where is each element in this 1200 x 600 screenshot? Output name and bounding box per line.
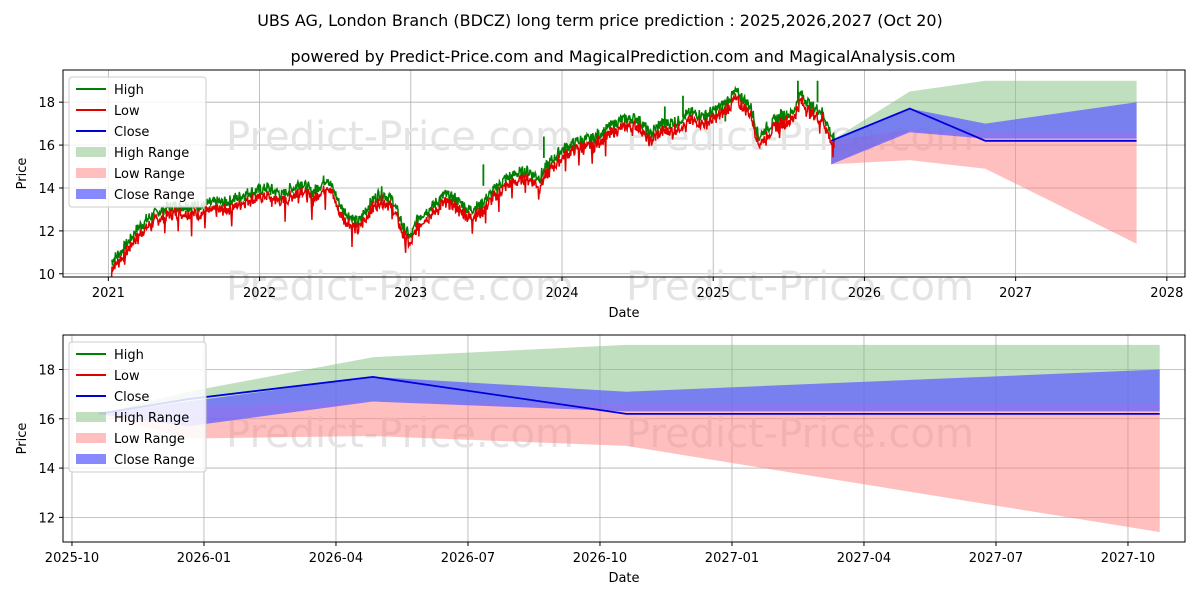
low-range-band — [831, 130, 1137, 244]
x-tick-label: 2027 — [999, 286, 1032, 301]
legend-label: High — [114, 348, 144, 363]
legend-swatch — [76, 189, 106, 199]
y-axis-label: Price — [15, 158, 30, 190]
x-tick-label: 2027-01 — [705, 551, 759, 566]
y-tick-label: 16 — [38, 413, 55, 428]
legend-swatch — [76, 454, 106, 464]
watermark-text: Predict-Price.com — [226, 264, 574, 310]
x-tick-label: 2027-04 — [837, 551, 891, 566]
chart-title: UBS AG, London Branch (BDCZ) long term p… — [257, 11, 943, 30]
x-tick-label: 2023 — [394, 286, 427, 301]
axes-frame — [62, 334, 1186, 543]
axes-frame — [62, 69, 1186, 278]
legend-label: Low Range — [114, 432, 185, 447]
y-tick-label: 18 — [38, 364, 55, 379]
y-tick-label: 14 — [38, 182, 55, 197]
x-tick-label: 2022 — [243, 286, 276, 301]
zoom-chart: Predict-Price.comPredict-Price.com2025-1… — [15, 334, 1186, 586]
x-tick-label: 2026 — [848, 286, 881, 301]
x-tick-label: 2026-04 — [309, 551, 363, 566]
legend-swatch — [76, 147, 106, 157]
legend-label: Close Range — [114, 453, 195, 468]
low-range-band — [98, 401, 1160, 533]
high-line — [111, 85, 835, 266]
x-tick-label: 2025 — [697, 286, 730, 301]
x-tick-label: 2027-10 — [1101, 551, 1155, 566]
close-range-band — [98, 369, 1160, 427]
x-tick-label: 2025-10 — [45, 551, 99, 566]
x-tick-label: 2024 — [545, 286, 578, 301]
watermark-text: Predict-Price.com — [226, 114, 574, 160]
x-tick-label: 2026-10 — [573, 551, 627, 566]
legend-label: Close — [114, 390, 149, 405]
legend-label: Close — [114, 125, 149, 140]
plot-area — [98, 344, 1160, 533]
legend-label: Low — [114, 104, 140, 119]
y-axis-label: Price — [15, 423, 30, 455]
x-tick-label: 2026-07 — [441, 551, 495, 566]
y-tick-label: 12 — [38, 225, 55, 240]
legend-label: Low — [114, 369, 140, 384]
watermark-text: Predict-Price.com — [626, 264, 974, 310]
legend-swatch — [76, 412, 106, 422]
x-tick-label: 2028 — [1150, 286, 1183, 301]
x-tick-label: 2021 — [92, 286, 125, 301]
x-axis-label: Date — [608, 571, 639, 586]
legend-label: Close Range — [114, 188, 195, 203]
close-range-band — [831, 102, 1137, 165]
high-range-band — [831, 80, 1137, 165]
plot-area — [110, 80, 1137, 277]
x-tick-label: 2027-07 — [969, 551, 1023, 566]
x-tick-label: 2026-01 — [177, 551, 231, 566]
low-line — [110, 93, 835, 277]
y-tick-label: 10 — [38, 268, 55, 283]
legend-label: Low Range — [114, 167, 185, 182]
x-axis-label: Date — [608, 306, 639, 321]
legend-swatch — [76, 168, 106, 178]
y-tick-label: 12 — [38, 511, 55, 526]
legend-label: High Range — [114, 411, 189, 426]
y-tick-label: 18 — [38, 96, 55, 111]
y-tick-label: 14 — [38, 462, 55, 477]
close-forecast-line — [830, 107, 1137, 142]
chart-subtitle: powered by Predict-Price.com and Magical… — [290, 47, 955, 66]
overview-chart: Predict-Price.com Predict-Price.com Predic… — [15, 69, 1186, 321]
y-tick-label: 16 — [38, 139, 55, 154]
legend-label: High — [114, 83, 144, 98]
legend-label: High Range — [114, 146, 189, 161]
legend-swatch — [76, 433, 106, 443]
